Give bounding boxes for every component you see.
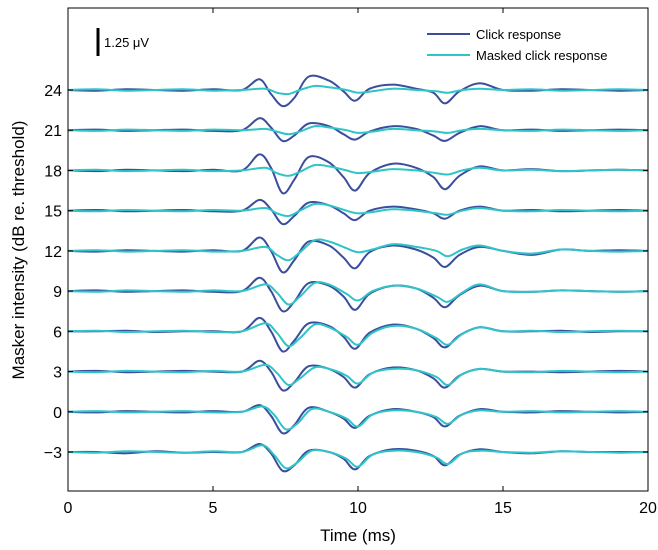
y-tick-label: 6	[53, 324, 62, 341]
masked-click-response-trace-3	[67, 363, 649, 387]
y-axis-ticks: −3 0 3 6 9 12 15 18 21 24	[44, 83, 648, 462]
y-tick-label: 0	[53, 405, 62, 422]
legend: Click response Masked click response	[427, 27, 608, 63]
y-tick-label: −3	[44, 445, 62, 462]
traces-layer	[67, 74, 649, 473]
masked-click-response-trace-15	[67, 202, 649, 218]
y-tick-label: 3	[53, 365, 62, 382]
scale-bar-label: 1.25 μV	[104, 35, 149, 50]
scale-bar: 1.25 μV	[96, 28, 149, 56]
masked-click-response-trace--3	[67, 444, 649, 470]
legend-label-click: Click response	[476, 27, 561, 42]
y-tick-label: 12	[44, 244, 62, 261]
x-tick-label: 10	[349, 500, 367, 517]
x-tick-label: 20	[639, 500, 657, 517]
x-tick-label: 15	[494, 500, 512, 517]
y-axis-title: Masker intensity (dB re. threshold)	[9, 121, 28, 380]
legend-label-masked: Masked click response	[476, 48, 608, 63]
y-tick-label: 21	[44, 123, 62, 140]
masked-click-response-trace-0	[67, 405, 649, 431]
y-tick-label: 24	[44, 83, 62, 100]
masked-click-response-trace-21	[67, 125, 649, 136]
masked-click-response-trace-24	[67, 84, 649, 96]
x-tick-label: 0	[64, 500, 73, 517]
masked-click-response-trace-6	[67, 322, 649, 348]
masked-click-response-trace-12	[67, 238, 649, 262]
y-tick-label: 9	[53, 284, 62, 301]
x-axis-ticks: 0 5 10 15 20	[64, 8, 657, 517]
masked-click-response-trace-9	[67, 281, 649, 306]
x-axis-title: Time (ms)	[320, 526, 396, 545]
x-tick-label: 5	[209, 500, 218, 517]
y-tick-label: 18	[44, 163, 62, 180]
masked-click-response-trace-18	[67, 163, 649, 177]
y-tick-label: 15	[44, 204, 62, 221]
